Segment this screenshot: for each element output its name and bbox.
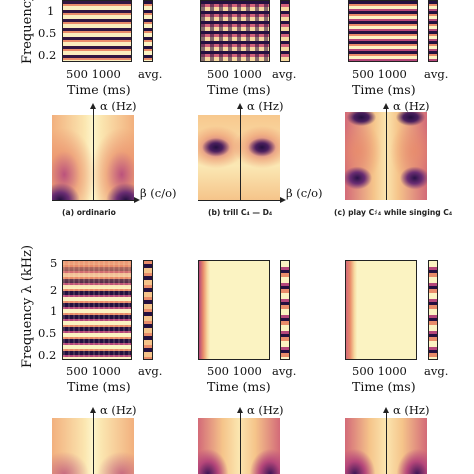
beta-arrow-b — [280, 197, 286, 203]
alpha-label-a: α (Hz) — [100, 99, 137, 113]
bottom-xlabel-b: Time (ms) — [207, 379, 271, 394]
alpha-arrow-e — [237, 407, 243, 413]
alpha-label-f: α (Hz) — [393, 403, 430, 417]
spectrogram-b-top — [200, 0, 270, 62]
bottom-ytick-0.2: 0.2 — [38, 348, 57, 362]
top-xticks-a: 500 1000 — [66, 67, 121, 81]
bottom-avg-label-c: avg. — [424, 364, 449, 378]
avg-bar-c-top — [428, 0, 438, 62]
alpha-arrow-b — [237, 103, 243, 109]
bottom-ytick-0.5: 0.5 — [38, 326, 57, 340]
beta-axis-a — [52, 200, 134, 201]
alpha-axis-c — [386, 108, 387, 200]
alpha-axis-f — [386, 412, 387, 474]
top-avg-label-c: avg. — [424, 67, 449, 81]
beta-label-b: β (c/o) — [286, 186, 323, 200]
alpha-axis-a — [93, 108, 94, 200]
bottom-ytick-2: 2 — [50, 283, 58, 297]
alpha-arrow-c — [383, 103, 389, 109]
top-xlabel-c: Time (ms) — [352, 82, 416, 97]
avg-bar-a-bottom — [143, 260, 153, 360]
top-xticks-c: 500 1000 — [352, 67, 407, 81]
top-ytick-0.5: 0.5 — [38, 26, 57, 40]
alpha-axis-b — [240, 108, 241, 200]
alpha-axis-e — [240, 412, 241, 474]
top-ytick-0.2: 0.2 — [38, 48, 57, 62]
scattering-plot-b — [198, 115, 280, 200]
bottom-xlabel-a: Time (ms) — [67, 379, 131, 394]
bottom-xticks-c: 500 1000 — [352, 364, 407, 378]
scattering-plot-e — [198, 418, 280, 474]
avg-bar-b-bottom — [280, 260, 290, 360]
bottom-xticks-a: 500 1000 — [66, 364, 121, 378]
avg-bar-a-top — [143, 0, 153, 62]
avg-bar-b-top — [280, 0, 290, 62]
top-xlabel-b: Time (ms) — [207, 82, 271, 97]
avg-bar-c-bottom — [428, 260, 438, 360]
top-xticks-b: 500 1000 — [207, 67, 262, 81]
alpha-label-c: α (Hz) — [393, 99, 430, 113]
bottom-ytick-5: 5 — [50, 256, 58, 270]
bottom-y-axis-label: Frequency λ (kHz) — [20, 244, 35, 368]
top-y-axis-label: Frequency — [20, 0, 35, 64]
alpha-arrow-f — [383, 407, 389, 413]
alpha-arrow-a — [90, 103, 96, 109]
spectrogram-b-bottom — [198, 260, 270, 360]
alpha-axis-d — [93, 412, 94, 474]
caption-a: (a) ordinario — [62, 208, 116, 217]
beta-label-a: β (c/o) — [140, 186, 177, 200]
top-ytick-1: 1 — [47, 4, 55, 18]
alpha-arrow-d — [90, 407, 96, 413]
caption-b: (b) trill C₄ — D₄ — [208, 208, 273, 217]
bottom-ytick-1: 1 — [50, 304, 58, 318]
beta-arrow-a — [134, 197, 140, 203]
top-xlabel-a: Time (ms) — [67, 82, 131, 97]
top-avg-label-b: avg. — [272, 67, 297, 81]
beta-axis-b — [198, 200, 280, 201]
alpha-label-b: α (Hz) — [247, 99, 284, 113]
bottom-avg-label-b: avg. — [272, 364, 297, 378]
top-avg-label-a: avg. — [138, 67, 163, 81]
spectrogram-a-bottom — [62, 260, 132, 360]
spectrogram-a-top — [62, 0, 132, 62]
bottom-xticks-b: 500 1000 — [207, 364, 262, 378]
spectrogram-c-top — [348, 0, 418, 62]
spectrogram-c-bottom — [345, 260, 417, 360]
bottom-avg-label-a: avg. — [138, 364, 163, 378]
alpha-label-d: α (Hz) — [100, 403, 137, 417]
caption-c: (c) play C♯₄ while singing C₄ — [334, 208, 453, 217]
bottom-xlabel-c: Time (ms) — [352, 379, 416, 394]
alpha-label-e: α (Hz) — [247, 403, 284, 417]
